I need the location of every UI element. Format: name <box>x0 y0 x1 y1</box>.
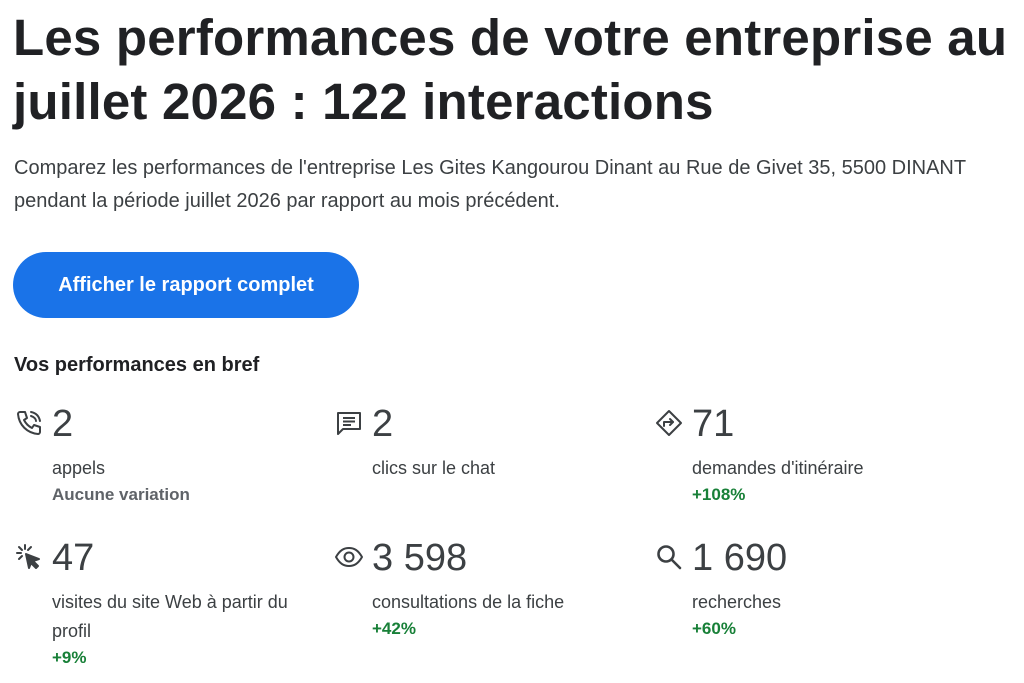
page-title: Les performances de votre entreprise au … <box>13 9 1008 130</box>
metric-label: consultations de la fiche <box>372 592 565 612</box>
metric-value: 2 <box>372 403 394 445</box>
metric-value: 2 <box>52 403 74 445</box>
section-heading: Vos performances en bref <box>14 354 260 376</box>
search-icon <box>654 542 684 572</box>
metric-label: demandes d'itinéraire <box>692 458 864 478</box>
chat-icon <box>334 408 364 438</box>
metric-label: recherches <box>692 592 782 612</box>
metric-change: +9% <box>52 648 87 667</box>
metric-value: 3 598 <box>372 537 468 579</box>
metric-label: clics sur le chat <box>372 458 496 478</box>
metric-value: 47 <box>52 537 95 579</box>
metric-change: Aucune variation <box>52 485 190 504</box>
directions-icon <box>654 408 684 438</box>
view-full-report-button[interactable]: Afficher le rapport complet <box>13 252 359 318</box>
metric-label: appels <box>52 458 106 478</box>
metric-label: visites du site Web à partir du profil <box>52 592 288 641</box>
click-icon <box>14 542 44 572</box>
metric-value: 71 <box>692 403 735 445</box>
metric-change: +60% <box>692 619 736 638</box>
metric-change: +108% <box>692 485 746 504</box>
page-subtitle: Comparez les performances de l'entrepris… <box>14 157 966 212</box>
metric-value: 1 690 <box>692 537 788 579</box>
metric-change: +42% <box>372 619 416 638</box>
phone-icon <box>14 408 44 438</box>
eye-icon <box>334 542 364 572</box>
